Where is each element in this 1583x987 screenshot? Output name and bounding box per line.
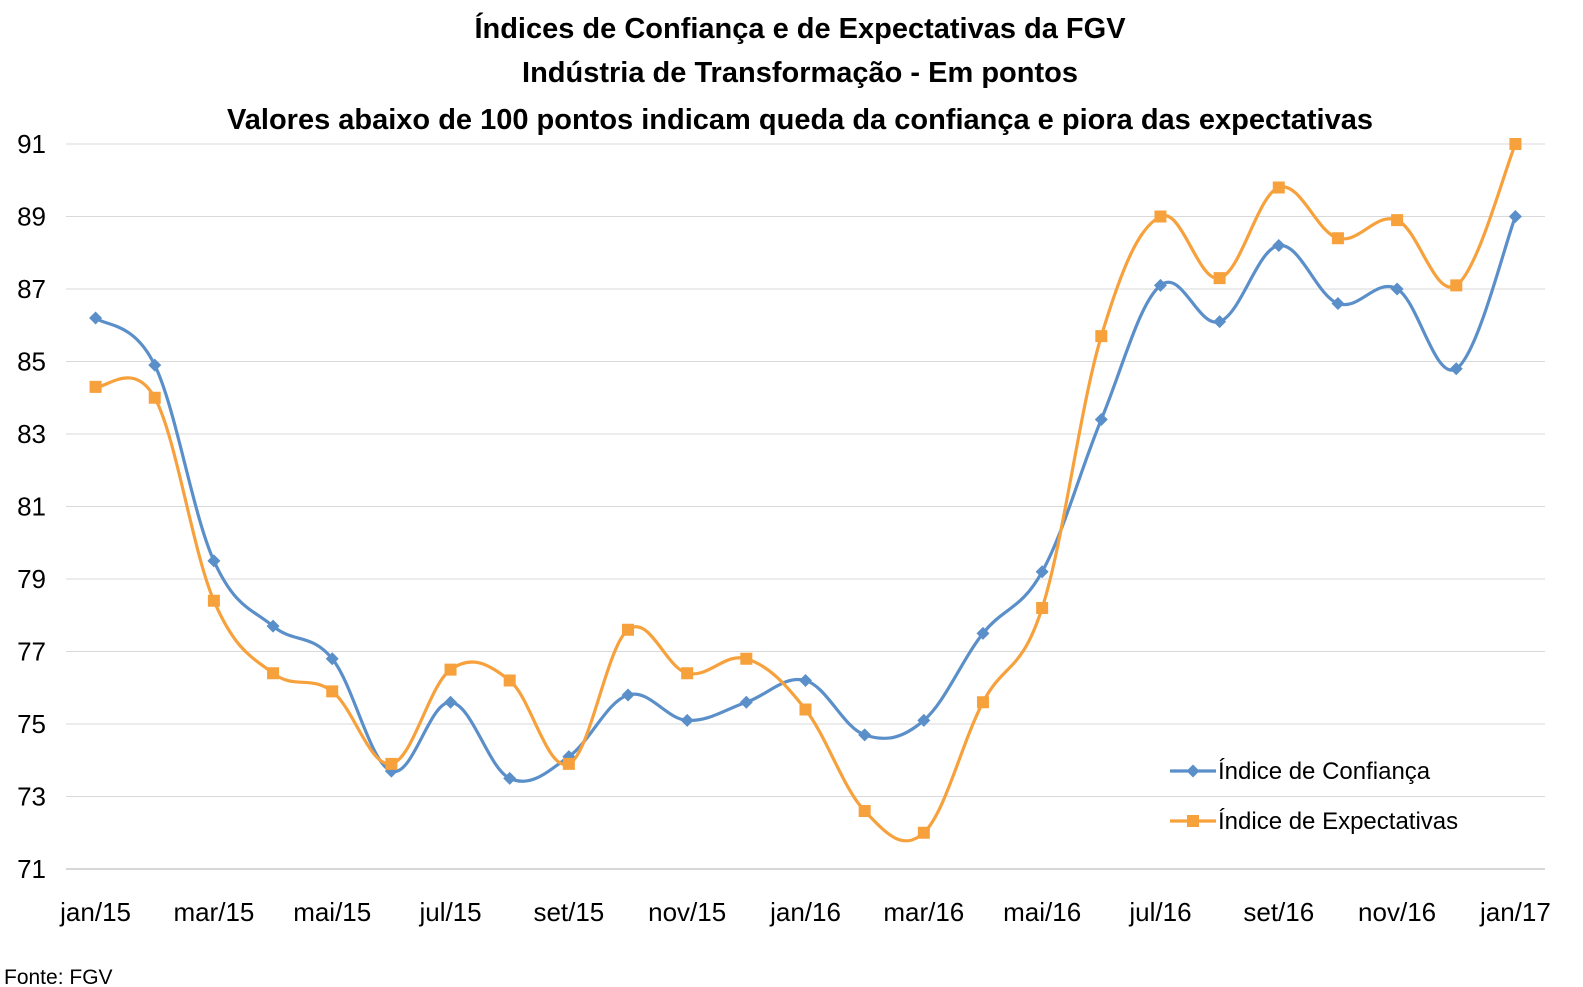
x-tick-label: jan/15 <box>59 897 131 927</box>
data-point-confianca <box>89 311 103 325</box>
legend-label-expectativas: Índice de Expectativas <box>1218 808 1458 835</box>
data-point-confianca <box>1094 413 1108 426</box>
data-point-expectativas <box>799 703 812 716</box>
x-tick-label: jul/16 <box>1128 897 1191 927</box>
data-point-expectativas <box>1450 279 1463 292</box>
data-point-confianca <box>207 554 221 568</box>
series-expectativas <box>89 138 1522 843</box>
gridlines <box>66 143 1545 797</box>
data-point-expectativas <box>148 391 161 404</box>
data-point-confianca <box>680 713 694 727</box>
data-point-expectativas <box>1509 138 1522 150</box>
x-axis: jan/15 mar/15 mai/15 jul/15 set/15 nov/15 jan/… <box>59 868 1551 927</box>
data-point-expectativas <box>1391 214 1404 227</box>
y-tick-label: 83 <box>17 419 46 449</box>
data-point-expectativas <box>917 826 930 839</box>
data-point-expectativas <box>503 674 516 687</box>
data-point-expectativas <box>89 380 102 393</box>
legend: Índice de Confiança Índice de Expectativa… <box>1170 758 1458 835</box>
data-point-confianca <box>1153 278 1167 292</box>
data-point-expectativas <box>1095 330 1108 343</box>
x-tick-label: mar/15 <box>173 897 254 927</box>
data-point-expectativas <box>444 663 457 676</box>
x-tick-label: set/15 <box>533 897 604 927</box>
data-point-confianca <box>1390 282 1404 296</box>
y-tick-label: 89 <box>17 202 46 232</box>
data-point-expectativas <box>267 667 280 680</box>
series-line-confianca <box>94 215 1517 783</box>
x-tick-label: nov/15 <box>648 897 726 927</box>
data-point-confianca <box>1213 315 1227 329</box>
data-point-expectativas <box>740 652 753 665</box>
x-tick-label: mai/16 <box>1003 897 1081 927</box>
data-point-expectativas <box>326 685 339 698</box>
y-tick-label: 87 <box>17 274 46 304</box>
data-point-expectativas <box>681 667 694 680</box>
y-tick-label: 71 <box>17 854 46 884</box>
data-point-expectativas <box>1213 272 1226 285</box>
x-tick-label: mar/16 <box>883 897 964 927</box>
data-point-expectativas <box>1331 232 1344 245</box>
y-tick-label: 75 <box>17 709 46 739</box>
y-axis: 71 73 75 77 79 81 83 85 87 89 91 <box>17 129 46 884</box>
data-point-confianca <box>1449 362 1463 376</box>
x-tick-label: jul/15 <box>418 897 481 927</box>
data-point-expectativas <box>858 805 871 817</box>
series-line-expectativas <box>95 143 1517 843</box>
data-point-confianca <box>148 358 162 372</box>
data-point-confianca <box>917 713 931 727</box>
data-point-expectativas <box>1154 210 1167 223</box>
data-point-confianca <box>976 626 990 640</box>
chart-subtitle-note: Valores abaixo de 100 pontos indicam que… <box>227 104 1373 136</box>
data-point-expectativas <box>562 757 575 770</box>
y-tick-label: 91 <box>17 129 46 159</box>
data-point-expectativas <box>385 757 398 770</box>
data-point-confianca <box>1035 565 1049 579</box>
chart-subtitle: Indústria de Transformação - Em pontos <box>522 57 1078 89</box>
y-tick-label: 81 <box>17 492 46 522</box>
y-tick-label: 79 <box>17 564 46 594</box>
y-tick-label: 73 <box>17 782 46 812</box>
data-point-expectativas <box>976 696 989 709</box>
data-point-confianca <box>858 728 872 742</box>
x-tick-label: jan/16 <box>769 897 841 927</box>
data-point-confianca <box>266 619 280 633</box>
data-point-confianca <box>739 695 753 709</box>
data-point-confianca <box>1331 297 1345 310</box>
legend-marker-confianca <box>1186 764 1200 778</box>
series-confianca <box>89 210 1522 785</box>
data-point-confianca <box>1508 210 1522 223</box>
legend-marker-expectativas <box>1187 815 1199 827</box>
series-group <box>89 138 1522 843</box>
y-tick-label: 85 <box>17 347 46 377</box>
source-note: Fonte: FGV <box>4 966 113 987</box>
y-tick-label: 77 <box>17 637 46 667</box>
data-point-confianca <box>621 688 635 702</box>
data-point-confianca <box>444 695 458 709</box>
data-point-expectativas <box>622 623 635 636</box>
chart-title: Índices de Confiança e de Expectativas d… <box>474 11 1126 45</box>
x-tick-label: nov/16 <box>1358 897 1436 927</box>
data-point-confianca <box>503 771 517 785</box>
data-point-confianca <box>325 652 339 666</box>
x-tick-label: mai/15 <box>293 897 371 927</box>
data-point-expectativas <box>1272 181 1285 194</box>
x-tick-label: set/16 <box>1243 897 1314 927</box>
data-point-expectativas <box>1036 602 1049 614</box>
data-point-expectativas <box>207 594 220 607</box>
data-point-confianca <box>799 674 812 687</box>
x-tick-label: jan/17 <box>1479 897 1551 927</box>
legend-label-confianca: Índice de Confiança <box>1218 758 1431 785</box>
data-point-confianca <box>1272 239 1286 252</box>
